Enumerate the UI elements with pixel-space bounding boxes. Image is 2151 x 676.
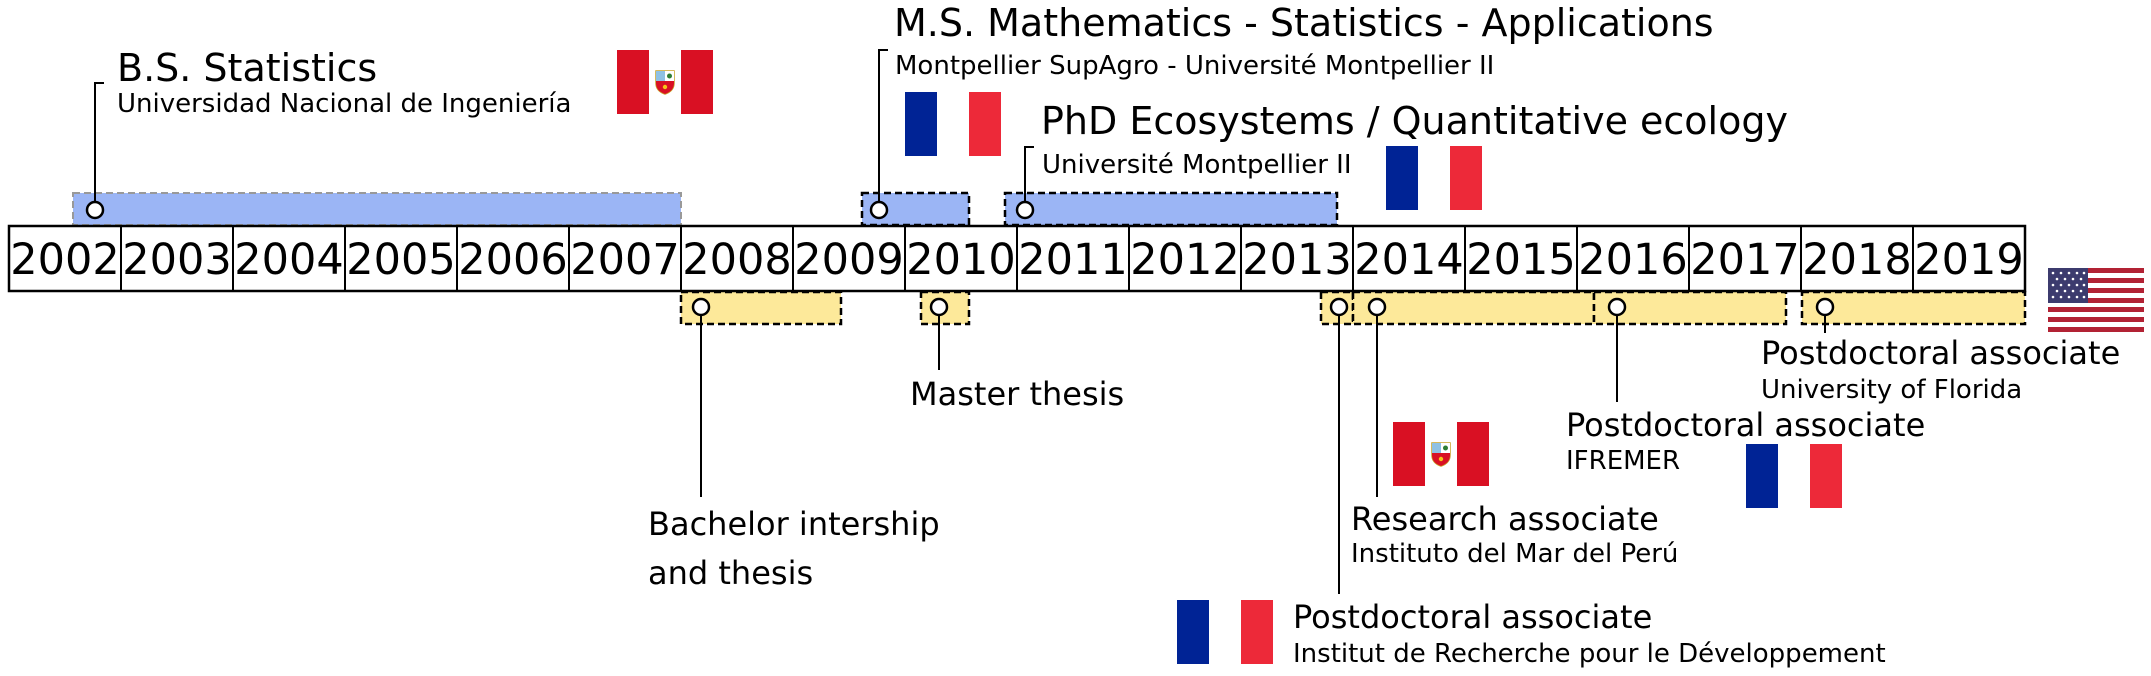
france-flag: [905, 92, 1001, 156]
year-label-2016: 2016: [1578, 235, 1687, 285]
peru-flag: [617, 50, 713, 114]
imarpe-research-title: Research associate: [1351, 500, 1659, 538]
year-label-2019: 2019: [1914, 235, 2023, 285]
year-label-2010: 2010: [906, 235, 1015, 285]
master-thesis-marker: [929, 297, 949, 317]
imarpe-research-bar: [1351, 290, 1596, 326]
ifremer-postdoc-institution: IFREMER: [1566, 446, 1681, 476]
year-label-2009: 2009: [794, 235, 903, 285]
france-flag: [1746, 444, 1842, 508]
ms-mathematics-title: M.S. Mathematics - Statistics - Applicat…: [894, 1, 1714, 45]
peru-flag: [1393, 422, 1489, 486]
year-label-2008: 2008: [682, 235, 791, 285]
peru-coat-of-arms-icon: [655, 70, 675, 95]
bs-statistics-leader: [94, 82, 104, 210]
bs-statistics-bar: [72, 192, 682, 226]
imarpe-research-marker: [1367, 297, 1387, 317]
year-label-2002: 2002: [10, 235, 119, 285]
ms-mathematics-leader: [878, 49, 888, 210]
france-flag: [1386, 146, 1482, 210]
phd-ecology-bar: [1003, 191, 1339, 227]
ifremer-postdoc-marker: [1607, 297, 1627, 317]
phd-ecology-leader: [1024, 146, 1034, 210]
ird-postdoc-marker: [1329, 297, 1349, 317]
year-label-2012: 2012: [1130, 235, 1239, 285]
year-label-2015: 2015: [1466, 235, 1575, 285]
phd-ecology-marker: [1015, 200, 1035, 220]
year-label-2007: 2007: [570, 235, 679, 285]
year-label-2014: 2014: [1354, 235, 1463, 285]
ms-mathematics-institution: Montpellier SupAgro - Université Montpel…: [895, 51, 1495, 81]
uf-postdoc-institution: University of Florida: [1761, 375, 2023, 405]
uf-postdoc-title: Postdoctoral associate: [1761, 334, 2121, 372]
peru-coat-of-arms-icon: [1431, 442, 1451, 467]
uf-postdoc-marker: [1815, 297, 1835, 317]
year-label-2004: 2004: [234, 235, 343, 285]
ird-postdoc-institution: Institut de Recherche pour le Développem…: [1293, 639, 1886, 669]
year-label-2013: 2013: [1242, 235, 1351, 285]
bachelor-internship-title-line2: and thesis: [648, 554, 814, 592]
bachelor-internship-title-line1: Bachelor intership: [648, 505, 940, 543]
bachelor-internship-marker: [691, 297, 711, 317]
phd-ecology-institution: Université Montpellier II: [1042, 150, 1352, 180]
bs-statistics-marker: [85, 200, 105, 220]
year-label-2017: 2017: [1690, 235, 1799, 285]
ms-mathematics-marker: [869, 200, 889, 220]
year-dividers: [120, 226, 1914, 291]
phd-ecology-title: PhD Ecosystems / Quantitative ecology: [1041, 99, 1788, 143]
year-label-2005: 2005: [346, 235, 455, 285]
ird-postdoc-title: Postdoctoral associate: [1293, 598, 1653, 636]
bs-statistics-title: B.S. Statistics: [117, 46, 378, 90]
usa-flag: [2048, 268, 2144, 332]
uf-postdoc-bar: [1800, 290, 2027, 326]
year-label-2018: 2018: [1802, 235, 1911, 285]
bs-statistics-institution: Universidad Nacional de Ingeniería: [117, 89, 572, 119]
ifremer-postdoc-title: Postdoctoral associate: [1566, 406, 1926, 444]
year-label-2006: 2006: [458, 235, 567, 285]
year-labels: 2002 2003 2004 2005 2006 2007 2008 2009 2010 2011…: [10, 235, 2023, 285]
year-label-2003: 2003: [122, 235, 231, 285]
master-thesis-title: Master thesis: [910, 375, 1125, 413]
france-flag: [1177, 600, 1273, 664]
year-label-2011: 2011: [1018, 235, 1127, 285]
imarpe-research-institution: Instituto del Mar del Perú: [1351, 539, 1679, 569]
